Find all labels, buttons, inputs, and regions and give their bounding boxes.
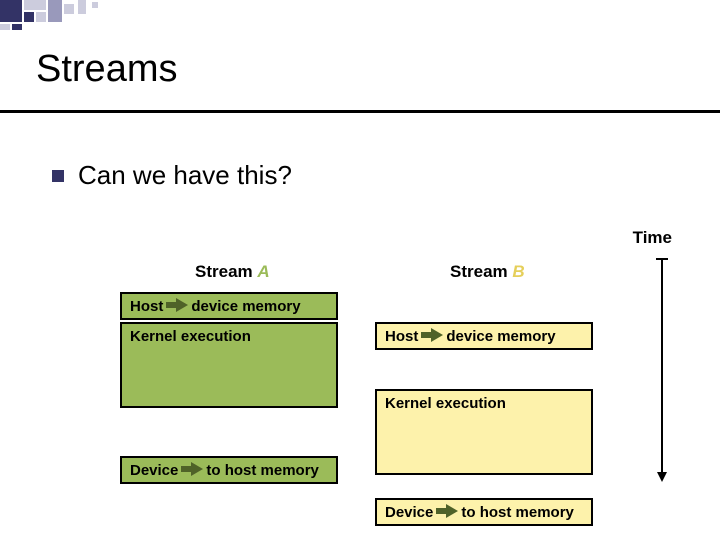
block-host-to-device-b: Host device memory [375, 322, 593, 350]
title-rule [0, 110, 720, 113]
time-axis-arrowhead [657, 472, 667, 482]
time-axis-label: Time [633, 228, 672, 248]
block-device-to-host-b: Device to host memory [375, 498, 593, 526]
bullet-text: Can we have this? [78, 160, 292, 191]
arrow-right-icon [421, 328, 443, 342]
block-host-to-device-a: Host device memory [120, 292, 338, 320]
block-kernel-b: Kernel execution [375, 389, 593, 475]
stream-b-header: Stream B [450, 262, 525, 282]
arrow-right-icon [436, 504, 458, 518]
stream-a-header: Stream A [195, 262, 270, 282]
corner-decoration [0, 0, 140, 32]
time-axis-line [661, 258, 663, 476]
slide-title: Streams [36, 48, 684, 91]
block-device-to-host-a: Device to host memory [120, 456, 338, 484]
arrow-right-icon [181, 462, 203, 476]
bullet-item: Can we have this? [52, 160, 292, 191]
block-kernel-a: Kernel execution [120, 322, 338, 408]
arrow-right-icon [166, 298, 188, 312]
bullet-marker [52, 170, 64, 182]
